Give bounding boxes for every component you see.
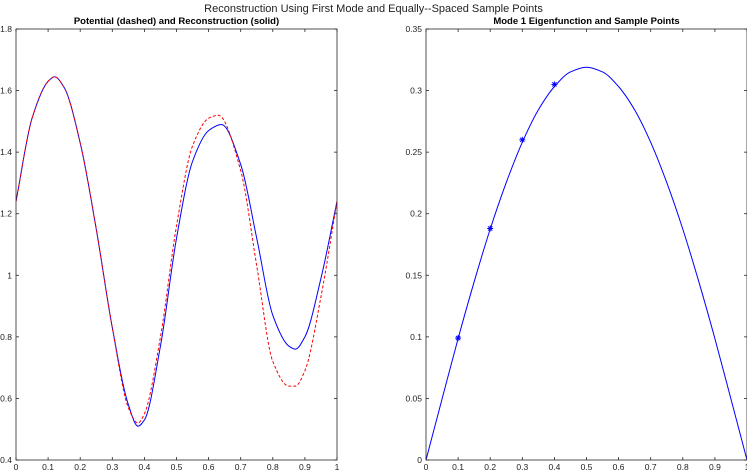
x-tick-label: 0.7 (645, 462, 657, 472)
x-tick-label: 0.5 (581, 462, 593, 472)
y-tick-label: 0.2 (410, 209, 422, 219)
y-tick-label: 0.25 (405, 147, 422, 157)
x-tick-label: 0.2 (484, 462, 496, 472)
sample-point-marker (519, 136, 526, 143)
figure-title: Reconstruction Using First Mode and Equa… (204, 3, 543, 15)
y-tick-label: 0.3 (410, 86, 422, 96)
x-tick-label: 0 (424, 462, 429, 472)
x-tick-label: 0.2 (74, 462, 86, 472)
x-tick-label: 0.7 (235, 462, 247, 472)
x-tick-label: 1 (335, 462, 340, 472)
x-tick-label: 0.9 (709, 462, 721, 472)
y-tick-label: 0.6 (0, 393, 12, 403)
x-tick-label: 0.3 (516, 462, 528, 472)
y-tick-label: 1.4 (0, 147, 12, 157)
sample-point-marker (455, 335, 462, 342)
x-tick-label: 0.4 (548, 462, 560, 472)
x-tick-label: 0.1 (452, 462, 464, 472)
y-tick-label: 0.35 (405, 24, 422, 34)
y-tick-label: 0 (417, 455, 422, 465)
y-tick-label: 1 (7, 270, 12, 280)
y-tick-label: 0.15 (405, 270, 422, 280)
x-tick-label: 0.6 (203, 462, 215, 472)
y-tick-label: 0.8 (0, 332, 12, 342)
axes-frame (15, 28, 338, 461)
x-tick-label: 0.3 (106, 462, 118, 472)
x-tick-label: 0.9 (299, 462, 311, 472)
x-tick-label: 0 (14, 462, 19, 472)
plot-title: Mode 1 Eigenfunction and Sample Points (493, 16, 679, 27)
x-tick-label: 1 (745, 462, 747, 472)
solid-series-line (16, 76, 337, 427)
y-tick-label: 1.8 (0, 24, 12, 34)
y-tick-label: 1.2 (0, 209, 12, 219)
y-tick-label: 0.4 (0, 455, 12, 465)
x-tick-label: 0.8 (677, 462, 689, 472)
x-tick-label: 0.8 (267, 462, 279, 472)
sample-point-marker (487, 225, 494, 232)
y-tick-label: 1.6 (0, 86, 12, 96)
dashed-series-line (16, 76, 337, 424)
x-tick-label: 0.5 (171, 462, 183, 472)
y-tick-label: 0.05 (405, 393, 422, 403)
x-tick-label: 0.6 (613, 462, 625, 472)
sample-point-marker (551, 81, 558, 88)
solid-series-line (426, 66, 747, 460)
x-tick-label: 0.1 (42, 462, 54, 472)
axes-frame (425, 28, 747, 461)
x-tick-label: 0.4 (138, 462, 150, 472)
left-plot: Potential (dashed) and Reconstruction (s… (0, 16, 339, 472)
y-tick-label: 0.1 (410, 332, 422, 342)
plot-title: Potential (dashed) and Reconstruction (s… (74, 16, 279, 27)
